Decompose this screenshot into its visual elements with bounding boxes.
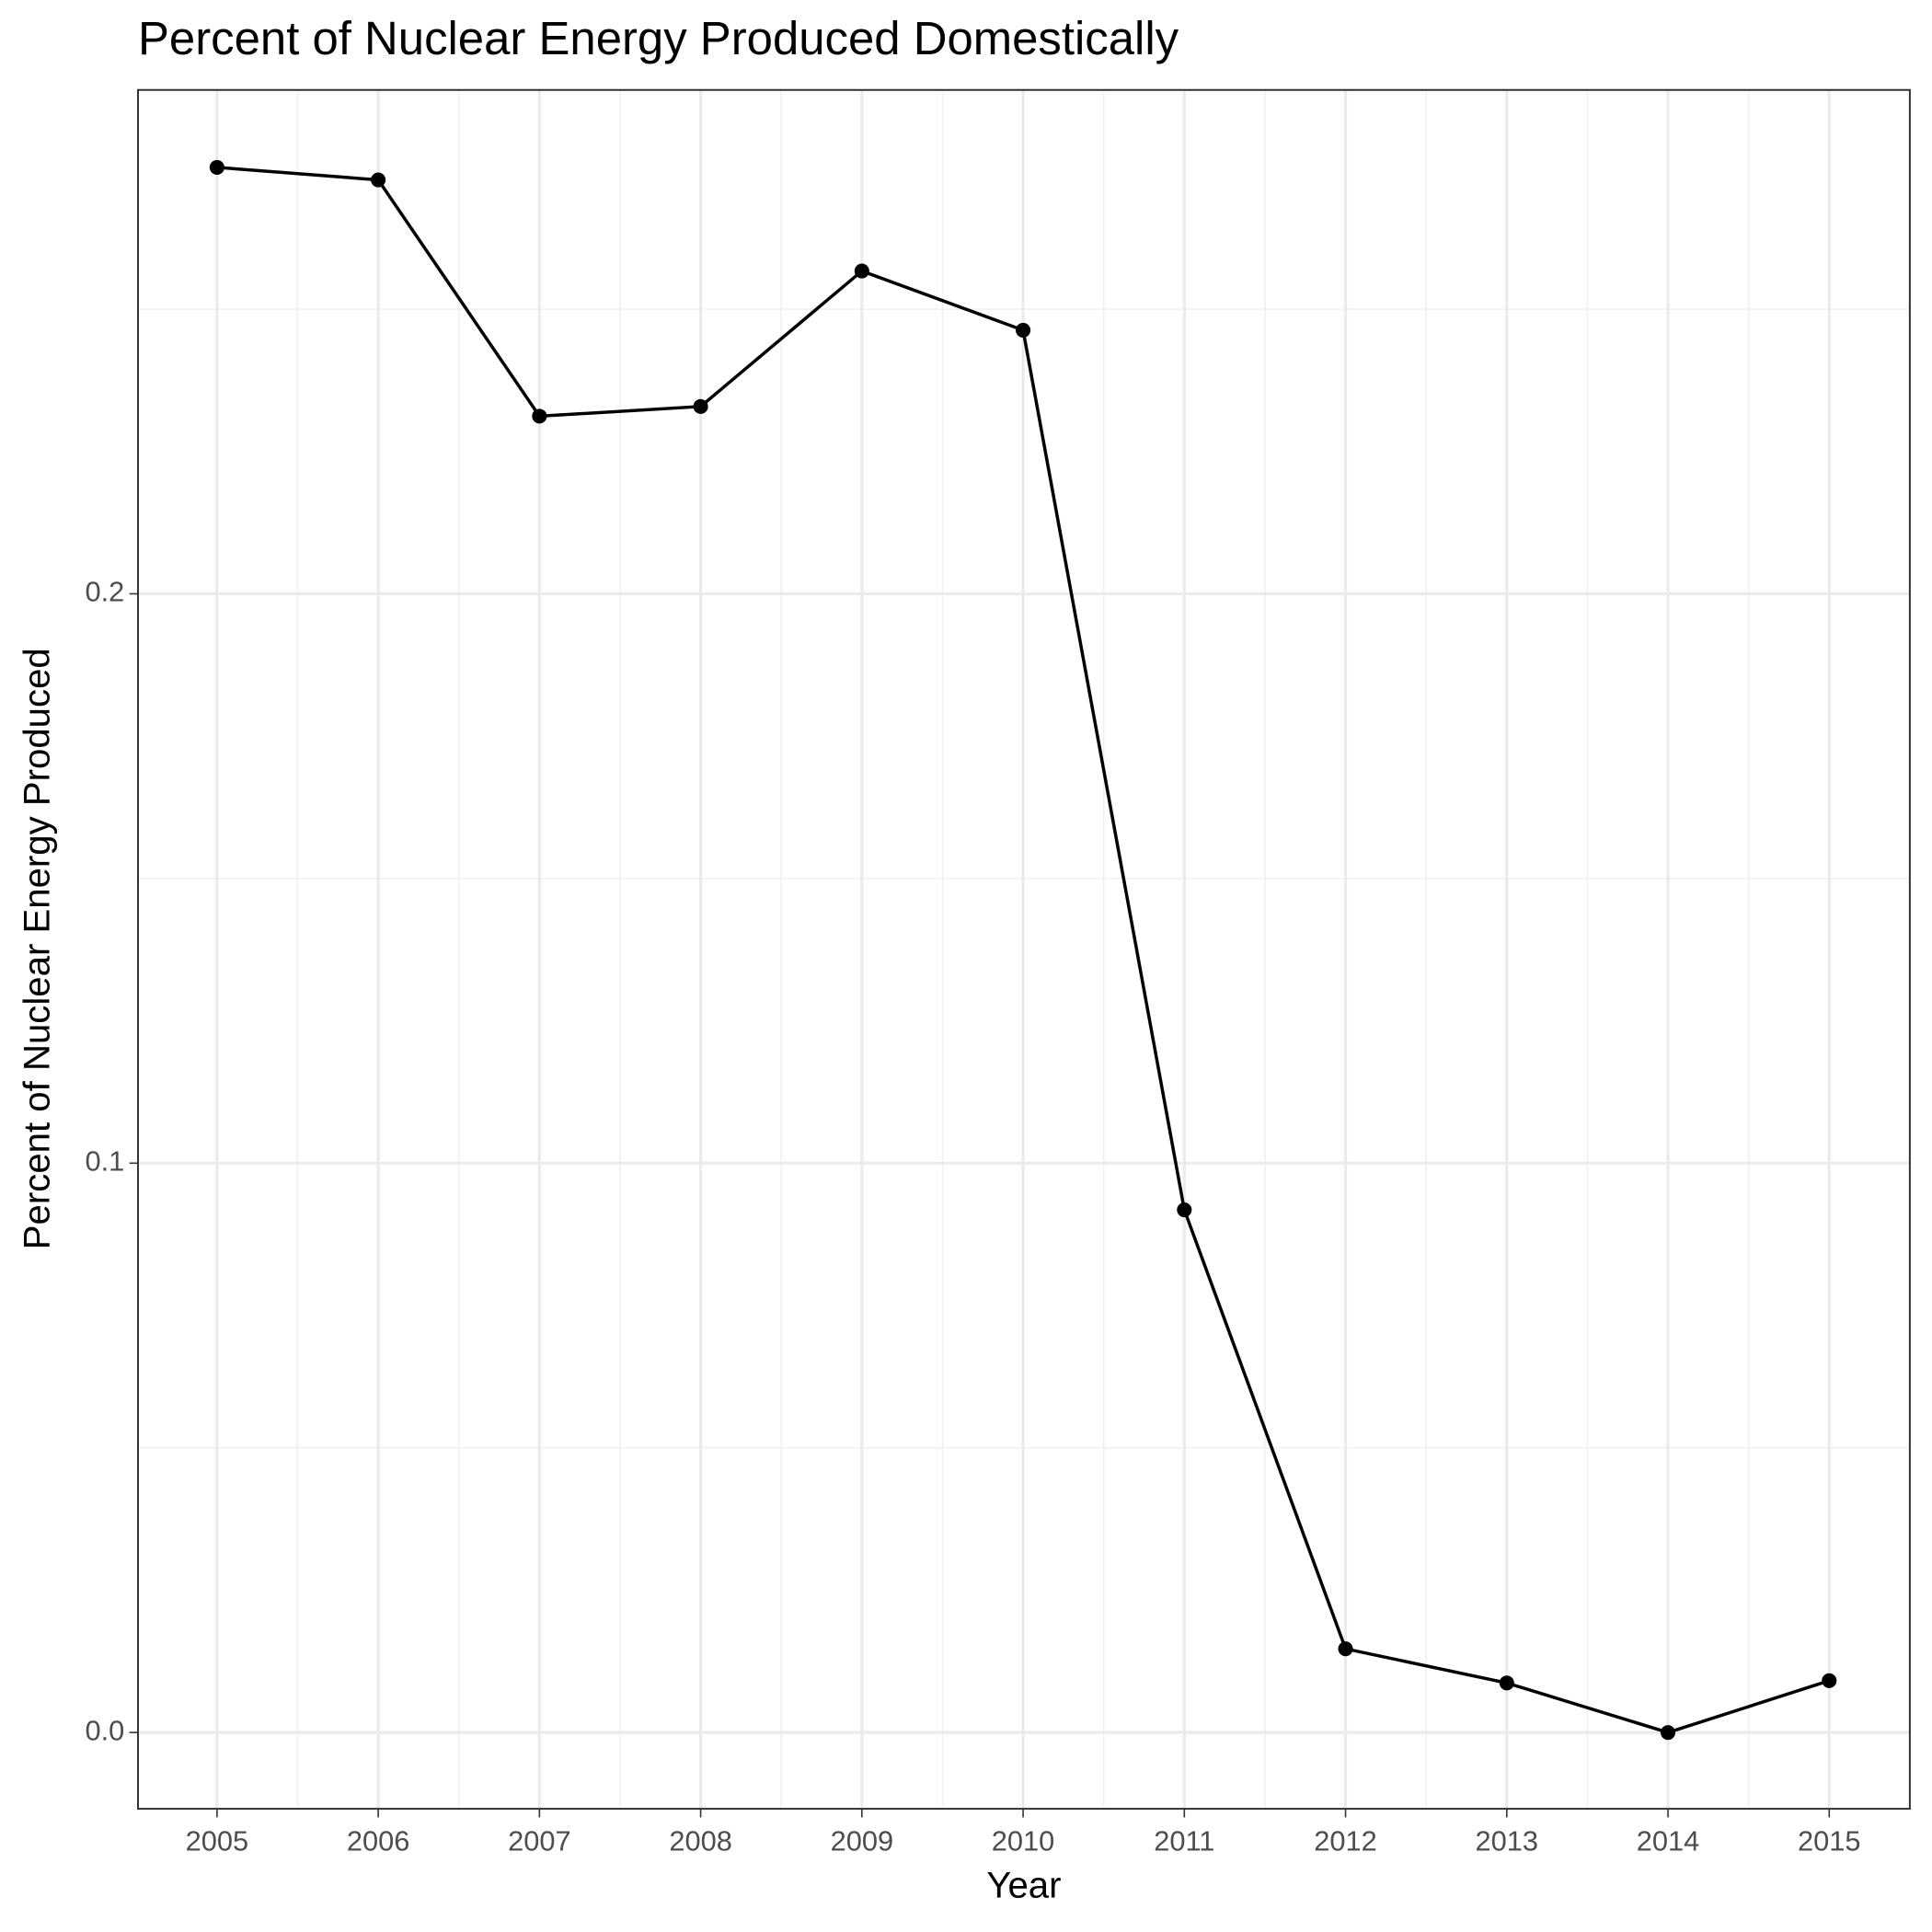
x-tick-label: 2006 bbox=[347, 1825, 410, 1857]
x-tick-label: 2015 bbox=[1798, 1825, 1861, 1857]
x-tick-label: 2005 bbox=[186, 1825, 249, 1857]
x-tick-label: 2009 bbox=[831, 1825, 894, 1857]
x-axis-title: Year bbox=[986, 1864, 1061, 1905]
x-tick-label: 2013 bbox=[1476, 1825, 1539, 1857]
x-tick-label: 2011 bbox=[1154, 1825, 1214, 1857]
x-tick-label: 2007 bbox=[508, 1825, 571, 1857]
data-point bbox=[1016, 322, 1031, 338]
panel-border bbox=[136, 88, 1911, 1811]
data-point bbox=[1499, 1675, 1514, 1691]
chart-title: Percent of Nuclear Energy Produced Domes… bbox=[138, 12, 1179, 64]
data-point bbox=[209, 159, 224, 175]
data-point bbox=[1338, 1641, 1353, 1657]
y-tick-label: 0.2 bbox=[85, 576, 124, 608]
x-tick-label: 2012 bbox=[1314, 1825, 1377, 1857]
data-point bbox=[532, 408, 547, 424]
data-point bbox=[1660, 1725, 1676, 1741]
data-point bbox=[693, 398, 708, 414]
y-tick-label: 0.0 bbox=[85, 1714, 124, 1746]
x-tick-label: 2010 bbox=[992, 1825, 1055, 1857]
data-point bbox=[371, 172, 386, 188]
data-point bbox=[1177, 1202, 1192, 1218]
y-axis-title: Percent of Nuclear Energy Produced bbox=[16, 648, 57, 1249]
data-point bbox=[854, 263, 869, 279]
x-tick-label: 2008 bbox=[669, 1825, 732, 1857]
x-tick-label: 2014 bbox=[1637, 1825, 1700, 1857]
data-point bbox=[1822, 1673, 1837, 1688]
y-tick-label: 0.1 bbox=[85, 1144, 124, 1177]
